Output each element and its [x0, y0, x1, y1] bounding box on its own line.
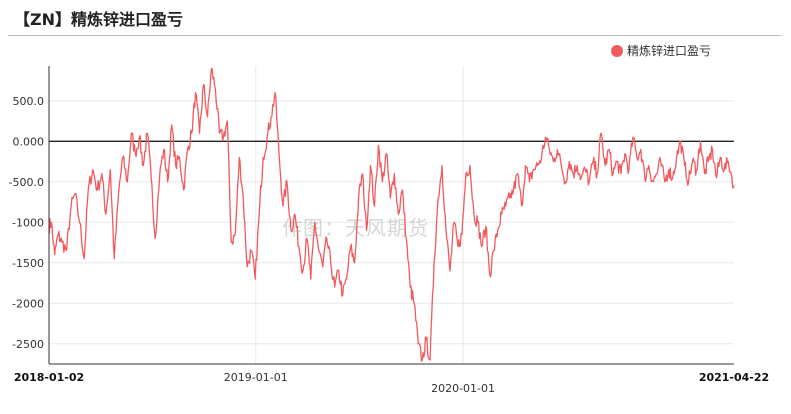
series-line	[48, 67, 735, 362]
y-tick-label: -1500	[12, 257, 44, 270]
chart-title: 【ZN】精炼锌进口盈亏	[14, 10, 183, 29]
x-axis-ticks: 2018-01-02 2019-01-01 2020-01-01 2021-04-22	[14, 371, 769, 395]
watermark-text: 作图：天风期货	[282, 216, 429, 240]
title-divider	[8, 35, 781, 36]
x-tick-label: 2018-01-02	[14, 371, 84, 384]
y-tick-label: -2000	[12, 297, 44, 310]
grid	[49, 66, 734, 364]
legend-marker	[611, 45, 623, 57]
x-tick-label: 2019-01-01	[224, 371, 288, 384]
y-tick-label: 0.000	[13, 135, 45, 148]
y-tick-label: -1000	[12, 216, 44, 229]
legend[interactable]: 精炼锌进口盈亏	[611, 43, 711, 58]
y-tick-label: 500.0	[13, 95, 45, 108]
x-tick-label: 2020-01-01	[431, 382, 495, 395]
y-tick-label: -2500	[12, 338, 44, 351]
y-tick-label: -500.0	[9, 176, 44, 189]
y-axis-ticks: 500.0 0.000 -500.0 -1000 -1500 -2000 -2500	[9, 95, 44, 351]
x-tick-label: 2021-04-22	[699, 371, 769, 384]
legend-label: 精炼锌进口盈亏	[627, 43, 711, 58]
